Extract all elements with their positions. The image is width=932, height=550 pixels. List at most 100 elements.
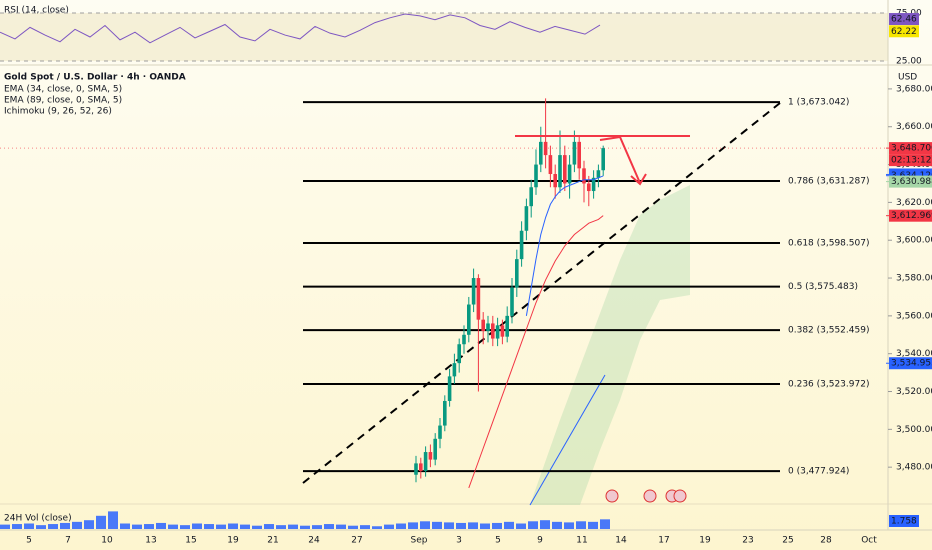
volume-bar — [288, 524, 298, 529]
candle-body — [423, 452, 428, 471]
candle-body — [438, 425, 442, 439]
y-tick-label: 3,580.000 — [896, 274, 932, 284]
x-tick-label: 7 — [65, 536, 71, 546]
candle-body — [491, 323, 495, 339]
x-tick-label: 13 — [145, 536, 156, 546]
volume-bar — [192, 523, 202, 529]
volume-bar — [492, 522, 502, 529]
rsi-tag-bg — [889, 25, 919, 38]
volume-tag-bg — [889, 515, 919, 527]
price-tag: 3,630.988 — [891, 177, 932, 187]
fib-label: 0.236 (3,523.972) — [788, 380, 869, 390]
volume-bar — [168, 524, 178, 529]
volume-bar — [480, 523, 490, 529]
volume-bar — [600, 519, 610, 529]
chart-title: Gold Spot / U.S. Dollar · 4h · OANDA — [4, 73, 186, 83]
volume-bar — [228, 523, 238, 529]
x-tick-label: 10 — [101, 536, 113, 546]
candle-body — [591, 177, 596, 192]
fib-label: 0.382 (3,552.459) — [788, 326, 869, 336]
volume-bar — [60, 522, 70, 529]
candle-body — [582, 168, 586, 184]
volume-bar — [576, 521, 586, 529]
candle-body — [443, 400, 447, 426]
volume-bar — [372, 526, 382, 529]
volume-bar — [420, 521, 430, 529]
rsi-tag: 62.22 — [891, 27, 917, 37]
candle-body — [471, 278, 476, 305]
ichimoku-base-line — [529, 374, 606, 506]
plot-group — [414, 98, 605, 489]
volume-bar — [108, 511, 118, 529]
volume-bar — [384, 524, 394, 529]
candle-body — [419, 463, 423, 471]
candle-body — [529, 187, 533, 207]
volume-bar — [276, 525, 286, 529]
volume-bar — [468, 522, 478, 529]
volume-bar — [144, 524, 154, 529]
candle-body — [524, 206, 529, 231]
volume-bar — [540, 520, 550, 529]
x-tick-label: 15 — [185, 536, 196, 546]
rsi-tag: 62.46 — [891, 15, 917, 25]
volume-bar — [360, 525, 370, 529]
volume-bar — [24, 523, 34, 529]
fib-label: 0.618 (3,598.507) — [788, 239, 869, 249]
event-icon[interactable] — [673, 489, 687, 503]
y-tick-label: 3,680.000 — [896, 84, 932, 94]
countdown-bg — [889, 154, 932, 167]
candle-body — [534, 164, 538, 188]
volume-bar — [456, 522, 466, 529]
volume-bar — [0, 524, 10, 529]
projection-arrow — [630, 173, 647, 186]
candle-body — [567, 164, 572, 184]
x-tick-label: 14 — [615, 536, 627, 546]
candle-body — [452, 363, 457, 377]
rsi-title: RSI (14, close) — [4, 6, 69, 16]
ichimoku-cloud — [530, 185, 690, 505]
volume-bar — [444, 522, 454, 529]
volume-bar — [216, 524, 226, 529]
volume-bar — [48, 524, 58, 529]
x-tick-label: 21 — [267, 536, 278, 546]
volume-bar — [12, 524, 22, 529]
volume-bar — [552, 521, 562, 529]
candle-body — [539, 141, 543, 165]
x-tick-label: 27 — [351, 536, 362, 546]
volume-bar — [36, 525, 46, 529]
candle-body — [481, 319, 485, 331]
y-tick-label: 3,600.000 — [896, 236, 932, 246]
price-tag-bg — [889, 357, 932, 370]
x-tick-label: 25 — [782, 536, 793, 546]
volume-bar — [120, 523, 130, 529]
x-tick-label: 5 — [26, 536, 32, 546]
fib-label: 1 (3,673.042) — [788, 98, 849, 108]
volume-bar — [528, 521, 538, 529]
candle-body — [414, 463, 418, 475]
fib-label: 0 (3,477.924) — [788, 467, 849, 477]
x-tick-label: 19 — [699, 536, 711, 546]
candle-body — [548, 155, 553, 175]
volume-bar — [84, 520, 94, 529]
candle-body — [462, 334, 466, 345]
fib-label: 0.786 (3,631.287) — [788, 177, 869, 187]
candle-body — [577, 141, 581, 169]
event-icon[interactable] — [643, 489, 657, 503]
y-tick-label: 3,540.000 — [896, 349, 932, 359]
x-tick-label: Oct — [861, 536, 877, 546]
volume-bar — [564, 522, 574, 529]
candle-body — [457, 344, 461, 364]
volume-bar — [336, 524, 346, 529]
volume-bar — [432, 521, 442, 529]
x-tick-label: 5 — [495, 536, 501, 546]
candle-body — [486, 323, 490, 331]
event-icon[interactable] — [605, 489, 619, 503]
volume-bar — [300, 525, 310, 529]
candle-body — [572, 141, 577, 165]
candle-body — [601, 148, 605, 171]
candle-body — [543, 141, 548, 156]
y-tick-label: 3,620.000 — [896, 198, 932, 208]
x-tick-label: 9 — [537, 536, 543, 546]
price-tag-bg — [889, 209, 932, 222]
